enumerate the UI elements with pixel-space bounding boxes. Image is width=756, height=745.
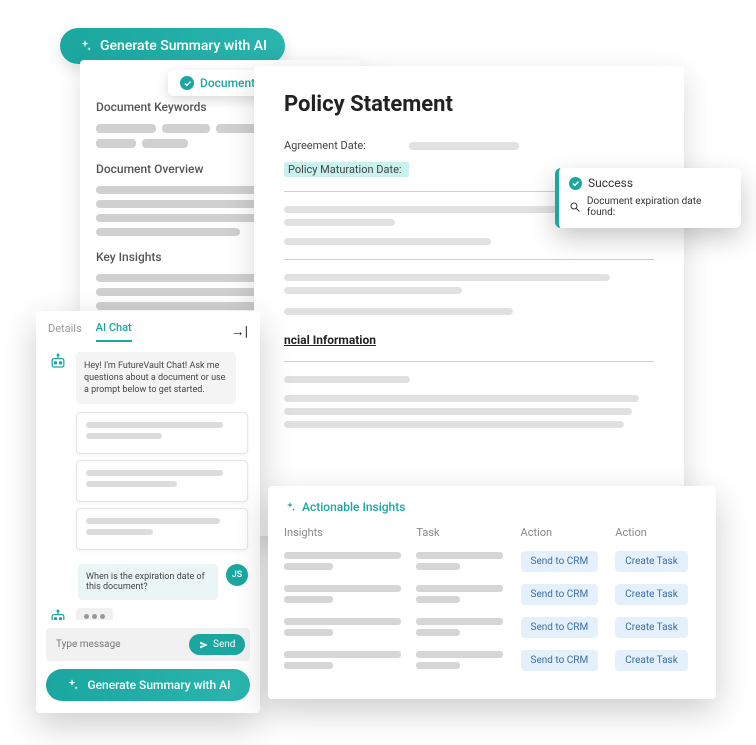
- prompt-card[interactable]: [76, 460, 248, 502]
- col-task: Task: [416, 526, 510, 539]
- bot-typing-row: [48, 608, 248, 620]
- sparkle-icon: [65, 678, 79, 692]
- agreement-date-label: Agreement Date:: [284, 139, 409, 152]
- success-popover: Success Document expiration date found:: [555, 168, 741, 228]
- collapse-icon[interactable]: →|: [231, 323, 248, 340]
- send-to-crm-button[interactable]: Send to CRM: [521, 551, 599, 572]
- prompt-cards: [76, 412, 248, 556]
- chat-input[interactable]: [56, 639, 189, 650]
- create-task-button[interactable]: Create Task: [615, 551, 688, 572]
- sparkle-icon: [78, 39, 92, 53]
- create-task-button[interactable]: Create Task: [615, 617, 688, 638]
- generate-summary-button-top[interactable]: Generate Summary with AI: [60, 28, 285, 64]
- insight-text: [284, 552, 406, 570]
- insights-header: Actionable Insights: [284, 500, 700, 514]
- send-to-crm-button[interactable]: Send to CRM: [521, 650, 599, 671]
- task-text: [416, 585, 510, 603]
- user-avatar: JS: [226, 564, 248, 586]
- send-to-crm-button[interactable]: Send to CRM: [521, 584, 599, 605]
- col-action-1: Action: [521, 526, 606, 539]
- prompt-card[interactable]: [76, 508, 248, 550]
- agreement-date-row: Agreement Date:: [284, 139, 654, 152]
- user-message: When is the expiration date of this docu…: [78, 564, 218, 600]
- create-task-button[interactable]: Create Task: [615, 584, 688, 605]
- insight-text: [284, 585, 406, 603]
- task-text: [416, 651, 510, 669]
- insights-row: Send to CRM Create Task: [284, 549, 700, 572]
- doc-body-lines-2: [284, 376, 654, 428]
- typing-indicator: [76, 608, 113, 620]
- bot-message-row: Hey! I'm FutureVault Chat! Ask me questi…: [48, 352, 248, 404]
- insights-row: Send to CRM Create Task: [284, 648, 700, 671]
- bot-icon: [48, 608, 68, 620]
- generate-summary-label: Generate Summary with AI: [100, 38, 267, 54]
- prompt-card[interactable]: [76, 412, 248, 454]
- bot-icon: [48, 352, 68, 372]
- popover-message: Document expiration date found:: [587, 196, 731, 218]
- user-message-row: When is the expiration date of this docu…: [48, 564, 248, 600]
- check-icon: [180, 76, 194, 90]
- tab-details[interactable]: Details: [48, 322, 82, 341]
- send-to-crm-button[interactable]: Send to CRM: [521, 617, 599, 638]
- insights-row: Send to CRM Create Task: [284, 615, 700, 638]
- insight-text: [284, 618, 406, 636]
- financial-heading: ncial Information: [284, 333, 654, 347]
- document-panel: Policy Statement Agreement Date: Policy …: [254, 66, 684, 536]
- chat-body: Hey! I'm FutureVault Chat! Ask me questi…: [36, 342, 260, 620]
- create-task-button[interactable]: Create Task: [615, 650, 688, 671]
- col-insights: Insights: [284, 526, 406, 539]
- insights-panel: Actionable Insights Insights Task Action…: [268, 486, 716, 699]
- chat-panel: Details AI Chat →| Hey! I'm FutureVault …: [36, 311, 260, 713]
- insights-header-label: Actionable Insights: [302, 500, 405, 514]
- bot-greeting: Hey! I'm FutureVault Chat! Ask me questi…: [76, 352, 236, 404]
- insights-row: Send to CRM Create Task: [284, 582, 700, 605]
- sparkle-icon: [284, 501, 296, 513]
- document-title: Policy Statement: [284, 92, 654, 117]
- task-text: [416, 552, 510, 570]
- popover-success-label: Success: [588, 176, 633, 190]
- maturation-date-label: Policy Maturation Date:: [284, 162, 409, 177]
- tab-ai-chat[interactable]: AI Chat: [96, 321, 132, 342]
- insights-columns: Insights Task Action Action: [284, 526, 700, 539]
- generate-summary-button-footer[interactable]: Generate Summary with AI: [46, 669, 250, 701]
- check-icon: [569, 177, 582, 190]
- send-label: Send: [213, 639, 235, 650]
- task-text: [416, 618, 510, 636]
- search-icon: [569, 201, 581, 213]
- chat-input-area: Send: [36, 620, 260, 669]
- send-icon: [199, 640, 209, 650]
- insight-text: [284, 651, 406, 669]
- send-button[interactable]: Send: [189, 634, 245, 655]
- chat-tabs: Details AI Chat →|: [36, 311, 260, 342]
- footer-btn-label: Generate Summary with AI: [87, 678, 230, 692]
- col-action-2: Action: [615, 526, 700, 539]
